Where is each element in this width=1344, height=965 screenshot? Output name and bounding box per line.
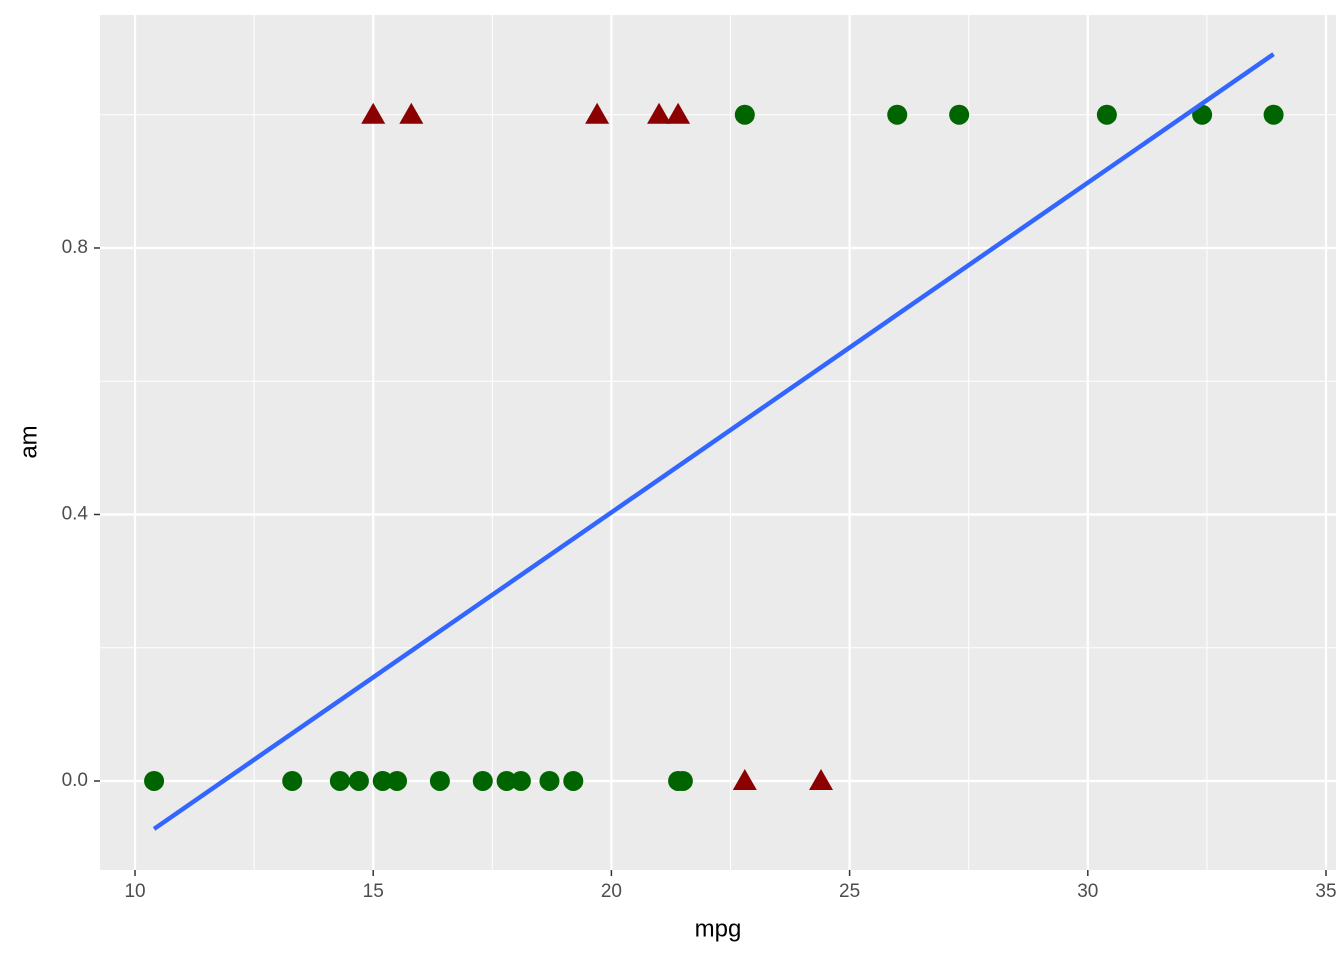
- x-tick-label: 35: [1315, 881, 1336, 902]
- point: [1096, 104, 1117, 125]
- point: [429, 770, 450, 791]
- point: [666, 102, 691, 124]
- point: [348, 770, 369, 791]
- x-tick-label: 25: [839, 881, 860, 902]
- point: [809, 768, 834, 790]
- point: [563, 770, 584, 791]
- x-axis-title: mpg: [695, 915, 742, 942]
- point: [399, 102, 424, 124]
- point: [282, 770, 303, 791]
- point: [647, 102, 672, 124]
- panel: [100, 15, 1336, 870]
- point: [361, 102, 386, 124]
- point: [372, 770, 393, 791]
- point: [144, 770, 165, 791]
- point: [387, 770, 408, 791]
- point: [1263, 104, 1284, 125]
- point: [732, 768, 757, 790]
- point: [734, 104, 755, 125]
- point: [329, 770, 350, 791]
- point: [949, 104, 970, 125]
- y-tick-label: 0.4: [62, 504, 89, 525]
- point: [887, 104, 908, 125]
- x-tick-label: 20: [601, 881, 622, 902]
- x-tick-label: 15: [363, 881, 384, 902]
- point: [539, 770, 560, 791]
- x-tick-label: 10: [124, 881, 145, 902]
- point: [585, 102, 610, 124]
- point: [672, 770, 693, 791]
- y-axis-title: am: [15, 425, 42, 458]
- point: [472, 770, 493, 791]
- fit-line: [152, 52, 1275, 831]
- point: [496, 770, 517, 791]
- x-tick-label: 30: [1077, 881, 1098, 902]
- y-tick-label: 0.8: [62, 237, 88, 258]
- point: [510, 770, 531, 791]
- y-tick-label: 0.0: [62, 770, 88, 791]
